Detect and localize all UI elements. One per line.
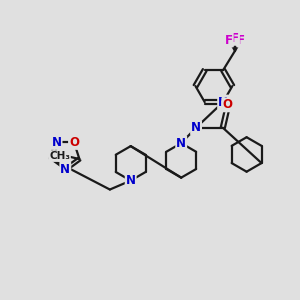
Text: N: N [52,136,61,149]
Text: N: N [176,137,186,150]
Text: O: O [222,98,232,111]
Text: F: F [237,34,245,46]
Text: N: N [126,174,136,187]
Text: F: F [225,34,233,46]
Text: O: O [69,136,79,149]
Text: CH₃: CH₃ [49,151,70,161]
Text: N: N [191,121,201,134]
Text: N: N [60,163,70,176]
Text: N: N [218,96,228,109]
Text: F: F [231,32,239,45]
